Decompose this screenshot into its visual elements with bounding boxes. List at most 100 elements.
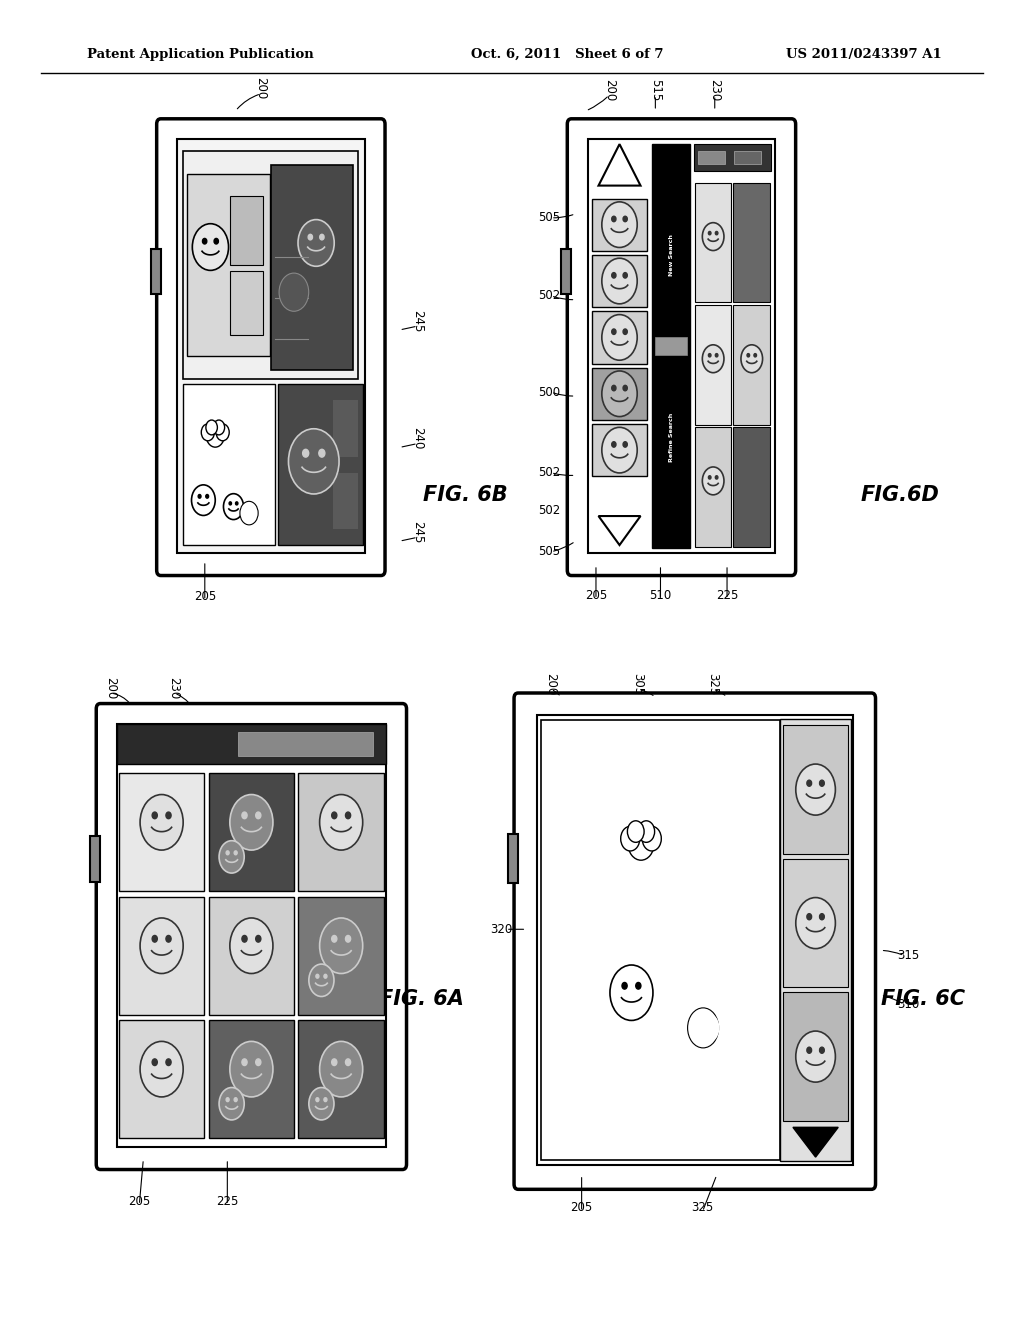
Circle shape (203, 239, 207, 244)
Bar (588, 139, 775, 553)
Circle shape (256, 812, 261, 818)
Circle shape (332, 1059, 337, 1065)
Circle shape (319, 917, 362, 974)
Bar (733, 428, 770, 546)
Text: 502: 502 (538, 504, 560, 517)
Text: 245: 245 (412, 521, 424, 543)
Circle shape (319, 1041, 362, 1097)
Circle shape (153, 936, 158, 942)
Circle shape (308, 235, 312, 240)
Bar (117, 723, 386, 1147)
Text: 205: 205 (570, 1201, 593, 1214)
Circle shape (216, 424, 229, 441)
Circle shape (226, 851, 229, 855)
Circle shape (229, 502, 231, 506)
Circle shape (602, 314, 637, 360)
Circle shape (240, 502, 258, 525)
Circle shape (226, 1098, 229, 1102)
Text: 515: 515 (649, 79, 662, 100)
Circle shape (236, 502, 238, 506)
Text: FIG. 6B: FIG. 6B (423, 484, 508, 506)
Bar (230, 271, 263, 334)
Bar (298, 896, 384, 1015)
Bar (733, 183, 770, 302)
Text: Refine Search: Refine Search (669, 413, 674, 462)
Bar (90, 837, 100, 882)
Circle shape (819, 780, 824, 787)
Circle shape (309, 964, 334, 997)
Circle shape (716, 354, 718, 356)
Bar (592, 424, 647, 477)
Bar (209, 1020, 294, 1138)
Circle shape (234, 851, 238, 855)
Circle shape (807, 1047, 812, 1053)
Bar (298, 774, 384, 891)
Circle shape (345, 812, 350, 818)
Circle shape (219, 841, 244, 873)
FancyBboxPatch shape (514, 693, 876, 1189)
Circle shape (796, 764, 836, 816)
Circle shape (345, 936, 350, 942)
Circle shape (229, 795, 273, 850)
Text: 230: 230 (168, 677, 180, 698)
Text: 200: 200 (545, 673, 557, 694)
Circle shape (318, 449, 325, 457)
Text: 230: 230 (709, 79, 721, 100)
Circle shape (153, 812, 158, 818)
Bar (734, 150, 761, 165)
Text: 325: 325 (707, 673, 719, 694)
Bar (333, 473, 358, 529)
Text: New Search: New Search (669, 234, 674, 276)
Circle shape (638, 821, 654, 842)
Text: 225: 225 (716, 589, 738, 602)
Polygon shape (598, 516, 641, 545)
Circle shape (319, 795, 362, 850)
Bar (733, 305, 770, 425)
Circle shape (324, 974, 327, 978)
Circle shape (191, 484, 215, 516)
Bar (783, 993, 848, 1121)
Circle shape (315, 974, 318, 978)
Text: FIG. 6A: FIG. 6A (379, 989, 464, 1010)
Circle shape (166, 936, 171, 942)
Circle shape (229, 1041, 273, 1097)
FancyBboxPatch shape (157, 119, 385, 576)
Bar (695, 183, 731, 302)
Bar (183, 152, 358, 379)
Circle shape (628, 826, 654, 861)
Circle shape (611, 385, 616, 391)
Circle shape (602, 428, 637, 473)
Text: 510: 510 (649, 589, 672, 602)
Circle shape (315, 1098, 318, 1102)
Circle shape (319, 235, 324, 240)
Text: Oct. 6, 2011   Sheet 6 of 7: Oct. 6, 2011 Sheet 6 of 7 (471, 48, 664, 61)
Bar (783, 726, 848, 854)
Bar (270, 165, 353, 370)
Circle shape (716, 231, 718, 235)
Bar (695, 428, 731, 546)
Circle shape (754, 354, 757, 356)
Bar (592, 368, 647, 420)
Circle shape (280, 273, 308, 312)
Bar (508, 834, 518, 883)
Circle shape (199, 495, 201, 498)
Circle shape (140, 917, 183, 974)
Circle shape (611, 329, 616, 334)
Circle shape (298, 219, 334, 267)
Text: 310: 310 (897, 998, 920, 1011)
Bar (561, 249, 571, 293)
Text: 505: 505 (538, 211, 560, 224)
Circle shape (610, 965, 653, 1020)
Bar (780, 719, 851, 1162)
Text: 315: 315 (897, 949, 920, 962)
Circle shape (213, 420, 224, 434)
Text: Patent Application Publication: Patent Application Publication (87, 48, 313, 61)
Bar (783, 859, 848, 987)
Circle shape (702, 467, 724, 495)
Circle shape (324, 1098, 327, 1102)
Circle shape (687, 1008, 719, 1048)
Circle shape (702, 223, 724, 251)
Circle shape (796, 898, 836, 949)
Text: 245: 245 (412, 310, 424, 331)
Bar (209, 896, 294, 1015)
